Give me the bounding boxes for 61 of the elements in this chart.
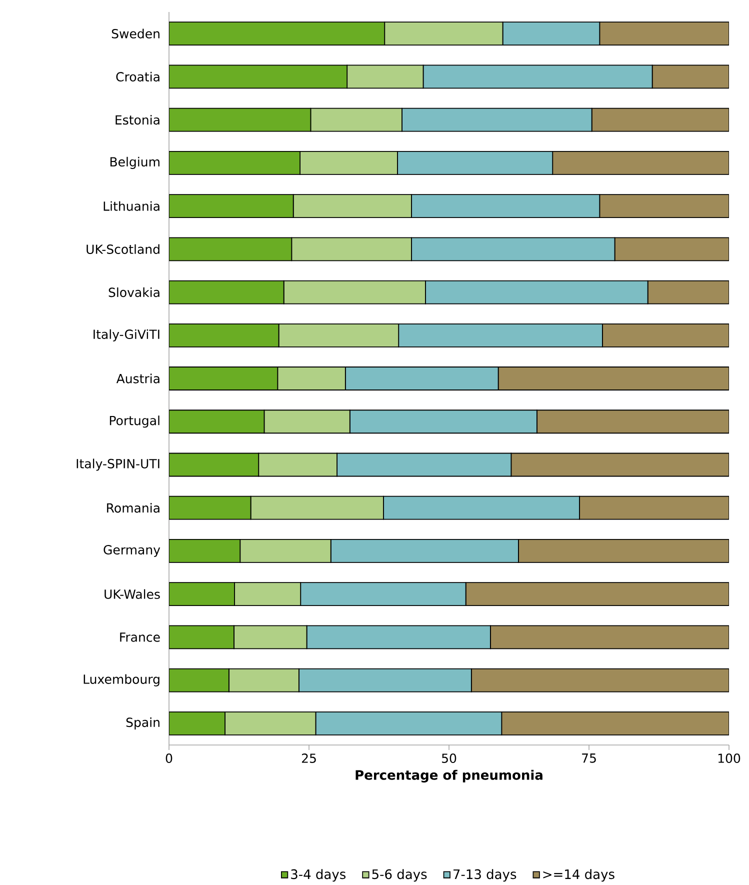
y-tick-label: Luxembourg xyxy=(84,674,160,686)
legend-label: 5-6 days xyxy=(372,869,427,882)
bar xyxy=(652,64,730,89)
y-tick-label: Germany xyxy=(104,545,160,557)
bar xyxy=(169,323,280,348)
bar xyxy=(518,539,730,563)
bar xyxy=(169,712,226,736)
y-tick-label: Spain xyxy=(126,717,160,730)
bar xyxy=(501,712,730,736)
bar xyxy=(536,410,730,434)
bar xyxy=(169,668,230,692)
x-axis-title: Percentage of pneumonia xyxy=(356,770,542,783)
bar xyxy=(169,410,265,434)
y-tick-label: UK-Scotland xyxy=(86,244,160,254)
bar xyxy=(510,452,730,477)
y-tick-label: Romania xyxy=(107,503,160,513)
bar xyxy=(602,323,730,348)
y-tick-label: Austria xyxy=(116,374,160,384)
y-tick-label: Estonia xyxy=(116,114,160,125)
bar xyxy=(169,452,260,477)
y-tick-label: Belgium xyxy=(110,156,160,169)
y-tick-label: Portugal xyxy=(110,416,160,428)
x-tick-label: 50 xyxy=(442,754,456,763)
legend-label: 7-13 days xyxy=(454,869,516,882)
bar xyxy=(599,194,730,218)
y-tick-label: Croatia xyxy=(116,72,160,82)
bar xyxy=(169,582,235,606)
bar xyxy=(614,237,730,262)
bar xyxy=(579,496,730,520)
bar xyxy=(169,496,252,520)
bar xyxy=(169,22,386,46)
legend-label: 3-4 days xyxy=(291,869,346,882)
bar xyxy=(169,366,278,390)
y-tick-label: UK-Wales xyxy=(104,589,160,599)
bar xyxy=(490,625,730,650)
bar xyxy=(465,582,730,606)
x-tick-label: 25 xyxy=(302,754,316,763)
y-tick-label: Italy-GiViTI xyxy=(94,329,160,342)
y-tick-label: France xyxy=(120,632,160,642)
bar xyxy=(169,64,348,89)
x-tick-label: 0 xyxy=(166,754,172,763)
y-tick-label: Lithuania xyxy=(104,201,160,211)
y-tick-label: Italy-SPIN-UTI xyxy=(76,458,160,471)
bar xyxy=(552,150,730,175)
bar xyxy=(169,150,300,175)
bar xyxy=(599,22,730,46)
bar xyxy=(591,108,730,132)
bar xyxy=(647,280,730,304)
bar xyxy=(169,625,234,650)
y-tick-label: Slovakia xyxy=(108,287,160,298)
bar xyxy=(169,280,284,304)
x-tick-label: 75 xyxy=(582,754,596,763)
bar xyxy=(470,668,730,692)
legend-label: >=14 days xyxy=(543,869,614,882)
bar xyxy=(169,539,241,563)
y-tick-label: Sweden xyxy=(112,28,160,38)
x-tick-label: 100 xyxy=(718,754,740,763)
bar xyxy=(169,108,312,132)
bar xyxy=(498,366,730,390)
bar xyxy=(169,237,292,262)
bar xyxy=(169,194,294,218)
